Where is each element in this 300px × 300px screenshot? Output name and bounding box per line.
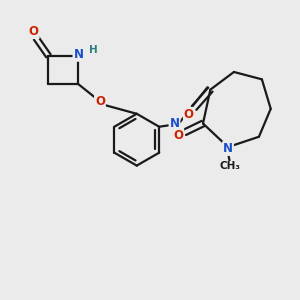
Text: CH₃: CH₃: [219, 161, 240, 172]
Text: O: O: [184, 108, 194, 121]
Text: H: H: [184, 112, 193, 122]
Text: N: N: [169, 117, 179, 130]
Text: H: H: [89, 46, 98, 56]
Text: N: N: [223, 142, 233, 155]
Text: N: N: [74, 48, 83, 61]
Text: O: O: [29, 25, 39, 38]
Text: O: O: [95, 95, 105, 108]
Text: O: O: [173, 129, 183, 142]
